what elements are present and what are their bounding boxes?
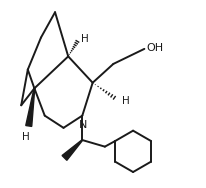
Text: H: H <box>22 132 29 142</box>
Text: H: H <box>81 33 89 44</box>
Text: OH: OH <box>146 43 163 53</box>
Polygon shape <box>62 140 83 160</box>
Text: H: H <box>122 96 130 106</box>
Polygon shape <box>26 88 35 126</box>
Text: N: N <box>79 120 88 130</box>
